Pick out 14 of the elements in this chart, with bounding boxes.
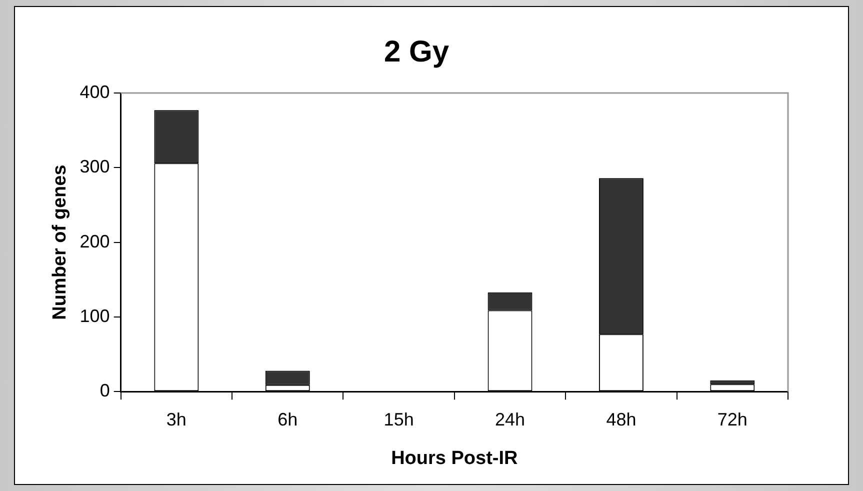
x-tick-label: 3h [166,409,186,430]
chart-title: 2 Gy [384,35,450,68]
y-tick-label: 400 [80,82,110,102]
y-tick-label: 100 [80,306,110,326]
x-tick-label: 15h [384,409,414,430]
x-tick-label: 24h [494,409,526,430]
x-tick-label: 6h [278,409,298,430]
y-axis-title: Number of genes [50,164,71,320]
y-tick-label: 300 [80,156,110,177]
x-tick-label: 48h [606,409,636,430]
y-tick-label: 200 [80,231,110,252]
x-axis-title: Hours Post-IR [391,448,518,469]
y-tick-label: 0 [100,380,110,401]
x-tick-label: 72h [717,409,748,430]
